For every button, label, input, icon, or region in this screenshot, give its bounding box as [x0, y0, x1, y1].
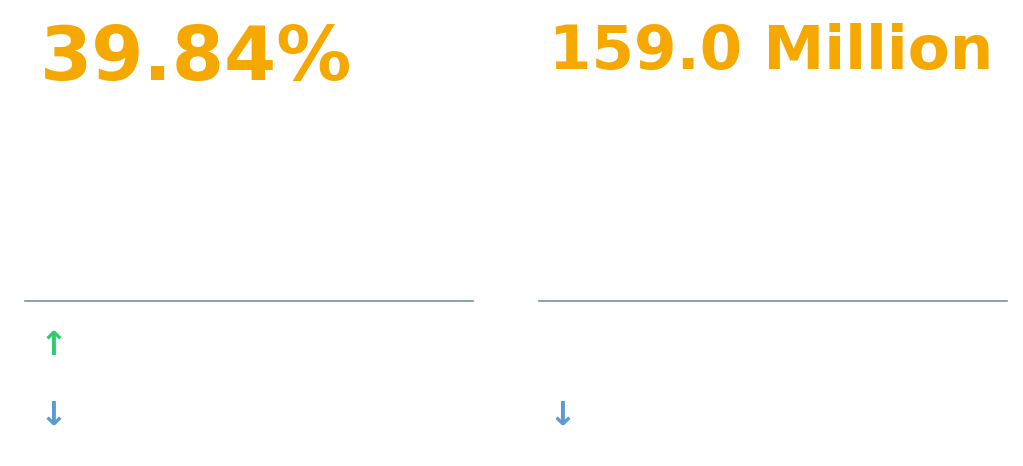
- Text: 0.0%  since last week: 0.0% since last week: [609, 329, 938, 355]
- Text: of the U.S. and 45.38% of
the lower 48 states are in
drought this week.: of the U.S. and 45.38% of the lower 48 s…: [40, 186, 383, 279]
- Text: 1.6%  since last week: 1.6% since last week: [99, 329, 429, 355]
- Text: 9.4%  since last month: 9.4% since last month: [99, 398, 447, 425]
- Text: ↓: ↓: [40, 398, 68, 432]
- Text: —: —: [548, 329, 576, 356]
- Text: ↓: ↓: [548, 398, 577, 432]
- Text: 14.7%  since last month: 14.7% since last month: [609, 398, 974, 425]
- Text: 159.0 Million: 159.0 Million: [548, 23, 993, 82]
- Text: 39.84%: 39.84%: [40, 23, 352, 96]
- Text: ↑: ↑: [40, 329, 68, 362]
- Text: acres of crops in U.S. are
experiencing drought
conditions this week.: acres of crops in U.S. are experiencing …: [548, 177, 884, 270]
